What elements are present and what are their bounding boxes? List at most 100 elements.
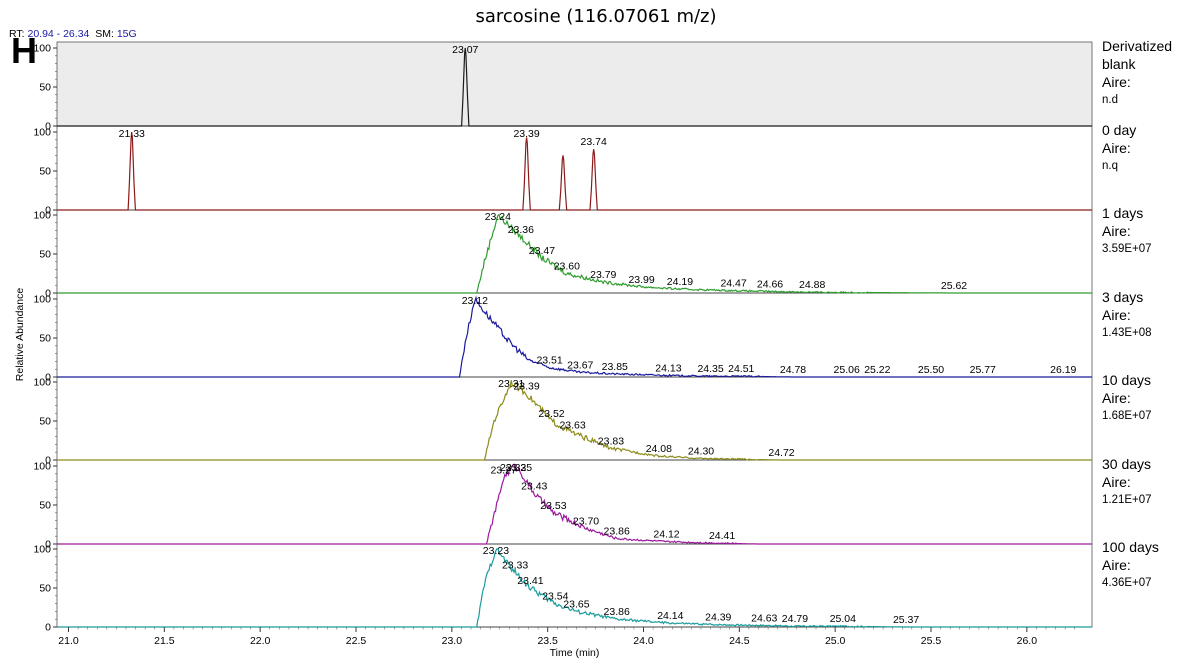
- y-tick-label: 50: [39, 166, 51, 178]
- peak-label: 23.52: [538, 408, 564, 420]
- y-tick-label: 100: [33, 544, 51, 556]
- annotation-line: Aire:: [1102, 474, 1131, 490]
- annotation-line: 1.21E+07: [1102, 494, 1152, 506]
- annotation-line: blank: [1102, 56, 1136, 72]
- annotation-line: Aire:: [1102, 307, 1131, 323]
- x-tick-label: 21.5: [154, 635, 175, 647]
- x-tick-label: 21.0: [58, 635, 79, 647]
- peak-label: 23.39: [513, 128, 539, 140]
- peak-label: 24.66: [757, 278, 783, 290]
- annotation-line: 1.43E+08: [1102, 327, 1152, 339]
- series-annotation: 0 day Aire: n.q: [1102, 121, 1136, 175]
- peak-label: 23.53: [540, 500, 566, 512]
- peak-label: 24.35: [697, 363, 723, 375]
- y-tick-label: 50: [39, 500, 51, 512]
- annotation-line: 1 days: [1102, 205, 1144, 221]
- peak-label: 24.19: [667, 276, 693, 288]
- y-tick-label: 0: [45, 372, 51, 384]
- trace-0: [57, 47, 1092, 127]
- annotation-line: Aire:: [1102, 390, 1131, 406]
- peak-label: 24.79: [782, 613, 808, 625]
- peak-label: 24.13: [655, 362, 681, 374]
- annotation-line: 0 day: [1102, 122, 1137, 138]
- x-tick-label: 23.5: [537, 635, 558, 647]
- y-axis-label: Relative Abundance: [14, 288, 26, 382]
- peak-label: 23.65: [563, 598, 589, 610]
- peak-label: 23.79: [590, 269, 616, 281]
- peak-label: 23.67: [567, 359, 593, 371]
- x-tick-label: 24.0: [633, 635, 654, 647]
- y-tick-label: 0: [45, 622, 51, 634]
- x-axis-label: Time (min): [550, 647, 600, 659]
- peak-label: 25.22: [864, 364, 890, 376]
- peak-label: 23.32: [500, 462, 526, 474]
- annotation-line: Aire:: [1102, 557, 1131, 573]
- y-tick-label: 0: [45, 539, 51, 551]
- peak-label: 23.60: [554, 261, 580, 273]
- annotation-line: 100 days: [1102, 539, 1159, 555]
- peak-label: 25.62: [941, 280, 967, 292]
- y-tick-label: 100: [33, 43, 51, 55]
- x-tick-label: 25.5: [921, 635, 942, 647]
- peak-label: 25.37: [893, 614, 919, 626]
- annotation-line: n.q: [1102, 160, 1118, 172]
- y-tick-label: 50: [39, 416, 51, 428]
- chart-title: sarcosine (116.07061 m/z): [475, 6, 717, 27]
- x-tick-label: 22.5: [346, 635, 367, 647]
- peak-label: 25.77: [970, 364, 996, 376]
- peak-label: 23.86: [604, 526, 630, 538]
- peak-label: 24.78: [780, 364, 806, 376]
- peak-label: 23.51: [536, 355, 562, 367]
- annotation-line: 4.36E+07: [1102, 577, 1152, 589]
- peak-label: 25.06: [834, 364, 860, 376]
- peak-label: 23.31: [498, 378, 524, 390]
- peak-label: 23.85: [602, 361, 628, 373]
- panel-letter: H: [11, 30, 37, 71]
- y-tick-label: 100: [33, 210, 51, 222]
- peak-label: 24.88: [799, 279, 825, 291]
- peak-label: 23.54: [542, 591, 568, 603]
- annotation-line: 3 days: [1102, 289, 1144, 305]
- trace-4: [57, 380, 1092, 461]
- rt-range-info: RT: 20.94 - 26.34 SM: 15G: [9, 28, 137, 40]
- peak-label: 23.99: [628, 274, 654, 286]
- annotation-line: 3.59E+07: [1102, 243, 1152, 255]
- peak-label: 24.41: [709, 530, 735, 542]
- x-tick-label: 22.0: [250, 635, 271, 647]
- y-tick-label: 100: [33, 294, 51, 306]
- peak-label: 23.24: [485, 211, 511, 223]
- peak-label: 23.36: [508, 224, 534, 236]
- peak-label: 23.33: [502, 559, 528, 571]
- peak-label: 24.14: [657, 610, 683, 622]
- series-annotation: 3 days Aire: 1.43E+08: [1102, 288, 1152, 342]
- y-tick-label: 50: [39, 82, 51, 94]
- annotation-line: Aire:: [1102, 223, 1131, 239]
- peak-label: 24.51: [728, 363, 754, 375]
- x-tick-label: 26.0: [1017, 635, 1038, 647]
- peak-label: 23.07: [452, 44, 478, 56]
- x-tick-label: 24.5: [729, 635, 750, 647]
- x-tick-label: 23.0: [442, 635, 463, 647]
- peak-label: 25.04: [830, 613, 856, 625]
- peak-label: 23.63: [559, 420, 585, 432]
- sm-value: 15G: [116, 28, 137, 40]
- y-tick-label: 50: [39, 249, 51, 261]
- sm-label: SM:: [95, 28, 114, 40]
- rt-range-value: 20.94 - 26.34: [27, 28, 90, 40]
- y-tick-label: 50: [39, 333, 51, 345]
- peak-label: 24.12: [653, 529, 679, 541]
- annotation-line: Aire:: [1102, 74, 1131, 90]
- peak-label: 24.08: [646, 443, 672, 455]
- rt-label: RT:: [9, 28, 25, 40]
- trace-6: [57, 548, 1092, 628]
- peak-label: 23.47: [529, 245, 555, 257]
- trace-3: [57, 295, 1092, 378]
- y-tick-label: 50: [39, 583, 51, 595]
- peak-label: 24.63: [751, 612, 777, 624]
- trace-2: [57, 213, 1092, 294]
- series-annotation: 1 days Aire: 3.59E+07: [1102, 204, 1152, 258]
- peak-label: 23.23: [483, 545, 509, 557]
- peak-label: 23.83: [598, 435, 624, 447]
- peak-label: 25.50: [918, 364, 944, 376]
